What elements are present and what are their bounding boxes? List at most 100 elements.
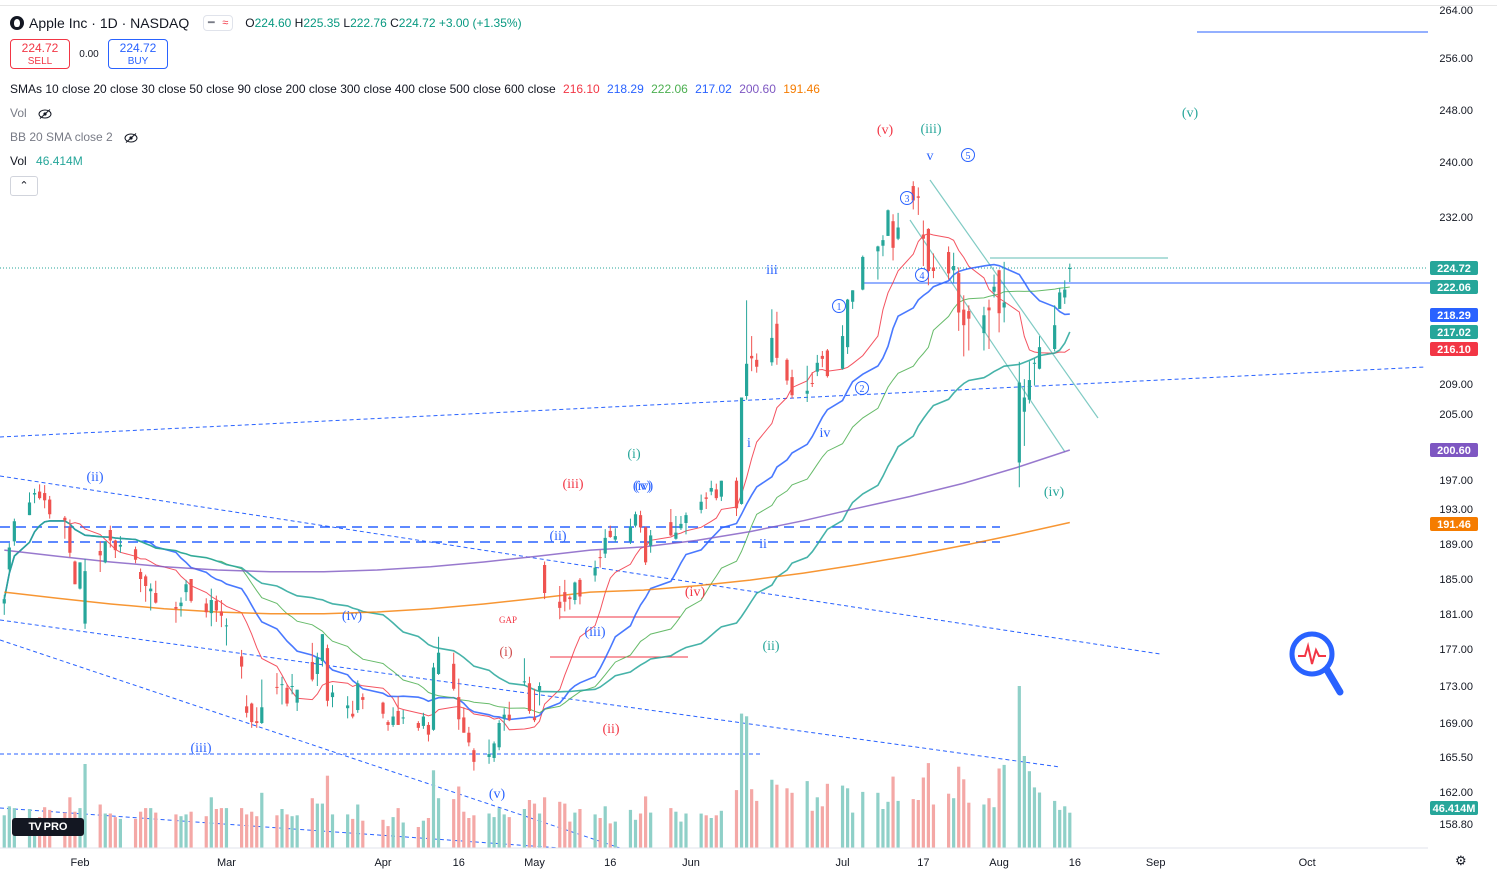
candle-body — [1068, 268, 1072, 269]
candle-body — [568, 597, 572, 600]
candle-body — [224, 625, 229, 627]
volume-bar — [699, 813, 703, 848]
symbol-title[interactable]: Apple Inc · 1D · NASDAQ — [29, 15, 190, 31]
volume-bar — [189, 811, 193, 848]
price-axis-tick: 165.50 — [1439, 752, 1473, 764]
volume-bar — [224, 808, 229, 848]
volume-bar — [502, 814, 506, 848]
volume-bar — [886, 801, 890, 848]
wave-label: 3 — [905, 194, 910, 205]
wave-label: (iii) — [585, 625, 606, 640]
candle-body — [250, 703, 254, 723]
wave-label: (iii) — [921, 122, 942, 137]
candle-body — [992, 286, 996, 292]
candle-body — [881, 240, 885, 246]
time-axis-tick: Sep — [1146, 857, 1166, 869]
volume-bar — [755, 800, 759, 848]
wave-label: iv — [820, 426, 831, 441]
volume-bar — [285, 814, 289, 848]
candle-body — [543, 565, 547, 593]
eye-off-icon[interactable] — [38, 108, 52, 119]
volume-bar — [734, 790, 739, 848]
sma-line-20 — [3, 263, 1070, 721]
candle-body — [240, 656, 244, 667]
volume-bar — [452, 799, 456, 848]
volume-bar — [563, 803, 567, 848]
volume-bar — [719, 810, 723, 848]
candle-body — [209, 600, 213, 614]
eye-off-icon[interactable] — [124, 132, 138, 143]
volume-bar — [7, 806, 11, 848]
wave-circle — [915, 268, 929, 282]
volume-bar — [537, 813, 542, 848]
vol-legend[interactable]: Vol 46.414M — [10, 154, 83, 168]
candle-body — [426, 724, 431, 735]
compare-toggle[interactable]: ━ ≈ — [203, 15, 234, 31]
minus-icon[interactable]: ━ — [207, 17, 215, 29]
volume-bar — [739, 713, 744, 848]
candle-body — [43, 493, 47, 501]
candle-body — [98, 551, 102, 556]
volume-bar — [467, 818, 471, 848]
candle-body — [603, 537, 607, 554]
candle-body — [361, 697, 365, 700]
buy-button[interactable]: 224.72 BUY — [108, 39, 168, 69]
wave-label: (ii) — [549, 529, 566, 544]
candle-body — [431, 667, 436, 730]
time-axis-tick: Jun — [682, 857, 700, 869]
volume-bar — [401, 822, 405, 848]
volume-bar — [133, 818, 138, 848]
time-axis-tick: Feb — [71, 857, 90, 869]
settings-gear-icon[interactable]: ⚙ — [1455, 853, 1467, 868]
wave-label: 4 — [920, 271, 925, 282]
candle-body — [421, 716, 425, 726]
candle-body — [189, 579, 193, 601]
candle-body — [861, 256, 865, 290]
candle-body — [1002, 302, 1006, 308]
volume-bar — [174, 814, 178, 848]
wave-label: (i) — [627, 447, 641, 462]
candle-body — [285, 687, 289, 704]
volume-bar — [820, 806, 824, 848]
price-label: 222.06 — [1437, 282, 1471, 294]
candle-body — [825, 350, 829, 377]
tradingview-logo[interactable]: TV PRO — [12, 818, 84, 836]
sma-line-200 — [4, 449, 1071, 573]
volume-bar — [876, 792, 880, 848]
candle-body — [638, 515, 643, 528]
volume-bar — [260, 792, 264, 848]
candle-body — [644, 527, 648, 563]
candle-body — [926, 228, 930, 271]
wave-icon[interactable]: ≈ — [222, 17, 229, 29]
volume-bar — [386, 826, 390, 848]
candle-body — [921, 234, 925, 239]
candle-body — [144, 576, 148, 586]
wave-label: iii — [766, 263, 778, 278]
volume-bar — [250, 811, 254, 848]
volume-bar — [1002, 764, 1006, 848]
volume-bar — [275, 815, 279, 848]
sma-value-3: 217.02 — [691, 82, 732, 96]
sma-value-2: 222.06 — [647, 82, 688, 96]
candle-body — [436, 652, 441, 674]
collapse-legend-button[interactable]: ⌃ — [10, 176, 38, 196]
volume-bar — [280, 809, 284, 848]
sma-legend[interactable]: SMAs 10 close 20 close 30 close 50 close… — [10, 82, 820, 96]
wave-label: (iv) — [1044, 485, 1065, 500]
vol-hidden-legend[interactable]: Vol — [10, 106, 52, 120]
volume-bar — [896, 800, 900, 848]
candle-body — [502, 714, 506, 719]
bb-legend[interactable]: BB 20 SMA close 2 — [10, 130, 138, 144]
volume-bar — [957, 766, 961, 848]
sell-button[interactable]: 224.72 SELL — [10, 39, 70, 69]
magnifier-icon[interactable] — [1289, 631, 1344, 696]
candle-body — [492, 743, 496, 758]
candle-body — [628, 526, 633, 542]
volume-bar — [825, 783, 829, 848]
volume-bar — [1032, 787, 1037, 848]
chart-header: Apple Inc · 1D · NASDAQ ━ ≈ O224.60 H225… — [10, 13, 522, 33]
volume-bar — [881, 809, 885, 848]
chevron-up-icon: ⌃ — [19, 180, 29, 192]
candle-body — [563, 592, 567, 602]
